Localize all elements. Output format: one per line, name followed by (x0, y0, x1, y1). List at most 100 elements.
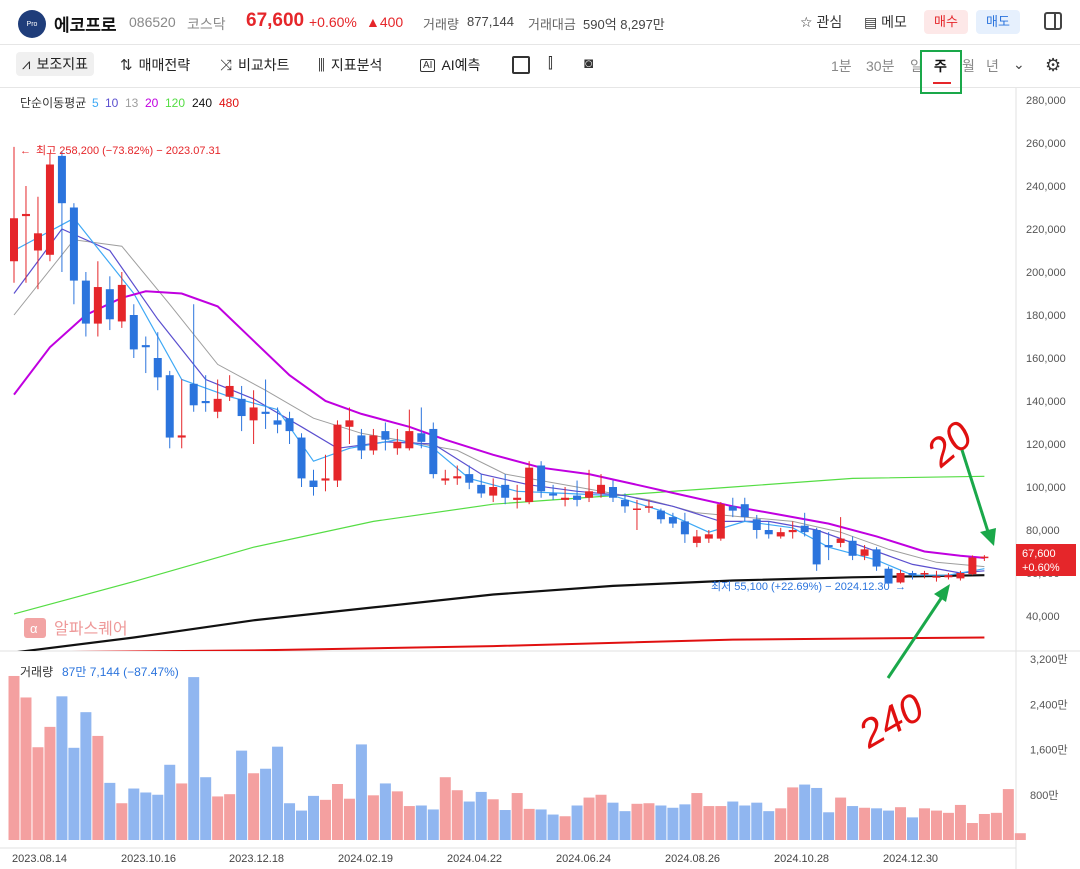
candle-body (477, 484, 486, 494)
volume-bar (823, 812, 835, 840)
low-label: 최저 55,100 (+22.69%) − 2024.12.30 (711, 580, 890, 593)
x-tick-label: 2023.08.14 (12, 853, 67, 865)
stock-header: Pro 에코프로 086520 코스닥 67,600 +0.60% ▲400 거… (0, 0, 1080, 45)
candle-body (501, 484, 510, 498)
candle-body (513, 497, 522, 500)
volume-bar (883, 810, 895, 840)
candle-body (153, 358, 162, 378)
candle-body (549, 493, 558, 496)
volume-bar (463, 801, 475, 840)
y-tick-label: 140,000 (1026, 396, 1066, 408)
volume-bar (907, 817, 918, 840)
square-draw-icon[interactable] (512, 56, 530, 74)
current-price: 67,600 (246, 10, 305, 31)
volume-bar (727, 801, 739, 840)
favorite-button[interactable]: ☆ 관심 (800, 14, 843, 30)
candle-body (81, 280, 90, 324)
volume-bar (331, 784, 343, 840)
stock-name[interactable]: 에코프로 (54, 16, 117, 35)
volume-bar (475, 791, 487, 840)
volume-bar (308, 795, 319, 840)
volume-bar (607, 802, 619, 840)
low-arrow-icon: → (895, 581, 906, 593)
ai-forecast-button[interactable]: AI AI예측 (420, 55, 480, 75)
volume-bar (451, 790, 463, 840)
candle-body (860, 549, 869, 556)
candle-body (573, 495, 582, 500)
analysis-button[interactable]: ⫼ 지표분석 (318, 55, 382, 75)
strategy-button[interactable]: ⇅ 매매전략 (120, 55, 190, 75)
volume-bar (188, 677, 200, 840)
ma13-line (13, 239, 985, 568)
period-30min[interactable]: 30분 (866, 58, 895, 74)
ma-legend-item: 20 (145, 96, 159, 110)
strategy-icon: ⇅ (120, 57, 133, 74)
ma-legend-title: 단순이동평균 (20, 96, 86, 110)
high-label: 최고 258,200 (−73.82%) − 2023.07.31 (36, 144, 221, 157)
volume-bar (367, 795, 379, 840)
volume-bar (439, 777, 451, 840)
volume-bar (415, 805, 427, 840)
volume-bar (763, 811, 775, 840)
buy-button[interactable]: 매수 (924, 10, 968, 34)
arrow-20-line (960, 449, 992, 539)
ma-legend-item: 240 (192, 96, 212, 110)
volume-title: 거래량 (20, 665, 53, 679)
volume-bar (655, 805, 667, 840)
compare-label: 비교차트 (238, 57, 290, 73)
candle-body (836, 538, 845, 543)
volume-bar (523, 808, 535, 840)
volume-tick-label: 2,400만 (1030, 698, 1068, 711)
volume-bar (104, 782, 116, 840)
compare-button[interactable]: ⤨ 비교차트 (220, 55, 290, 75)
watermark-logo-icon (24, 618, 46, 638)
candle-body (273, 420, 282, 425)
x-tick-label: 2024.12.30 (883, 853, 938, 865)
gear-icon[interactable]: ⚙ (1045, 55, 1062, 75)
layout-panel-icon[interactable] (1044, 12, 1062, 30)
x-tick-label: 2024.08.26 (665, 853, 720, 865)
memo-button[interactable]: ▤ 메모 (864, 14, 907, 30)
candle-body (10, 218, 18, 262)
volume-bar (691, 793, 703, 840)
sell-button[interactable]: 매도 (976, 10, 1020, 34)
volume-bar (8, 675, 20, 840)
period-1min[interactable]: 1분 (831, 58, 852, 74)
volume-bar (1002, 789, 1014, 840)
period-week[interactable]: 주 (934, 58, 947, 74)
x-tick-label: 2023.12.18 (229, 853, 284, 865)
company-logo: Pro (18, 10, 46, 38)
period-day[interactable]: 일 (910, 58, 923, 74)
period-month[interactable]: 월 (962, 58, 975, 74)
candle-type-button[interactable]: ⫿ (548, 55, 553, 72)
y-tick-label: 200,000 (1026, 267, 1066, 279)
period-year[interactable]: 년 (986, 58, 999, 74)
price-chart[interactable]: 280,000 260,000 240,000 220,000 200,000 180,0… (0, 88, 1080, 869)
volume-bar (595, 794, 607, 840)
volume-bar (775, 808, 787, 840)
screenshot-button[interactable]: ◙ (584, 55, 593, 72)
ma-legend-item: 480 (219, 96, 239, 110)
indicator-button[interactable]: ⩘ 보조지표 (16, 52, 94, 76)
y-tick-label: 240,000 (1026, 181, 1066, 193)
candle-body (896, 573, 905, 583)
high-arrow-icon: ← (20, 145, 31, 157)
candle-body (225, 385, 234, 397)
volume-tick-label: 1,600만 (1030, 744, 1068, 757)
candle-body (453, 476, 462, 479)
change-amount: ▲400 (366, 14, 404, 30)
candle-body (704, 534, 713, 539)
candle-body (441, 478, 450, 481)
volume-bar (427, 809, 439, 840)
chevron-down-icon[interactable]: ⌄ (1013, 56, 1025, 72)
candle-body (764, 530, 773, 535)
volume-bar (499, 810, 511, 840)
volume-bar (990, 812, 1002, 840)
volume-label: 거래량 (423, 17, 459, 32)
volume-bar (224, 794, 236, 840)
candle-body (908, 573, 917, 576)
volume-bar (32, 747, 44, 840)
candle-body (525, 467, 534, 503)
candle-body (237, 398, 246, 417)
last-price-label: 67,600 (1022, 548, 1056, 560)
